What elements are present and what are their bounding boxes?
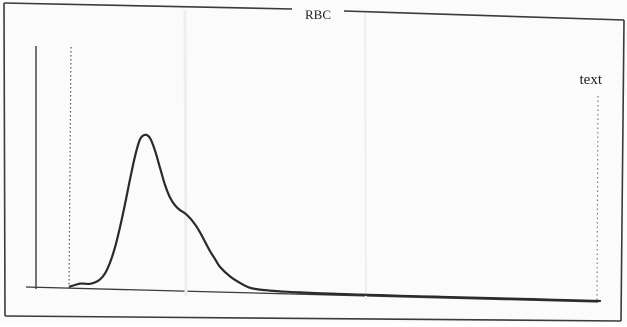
scan-artifact xyxy=(183,9,188,297)
frame-top-left xyxy=(3,2,293,10)
series-curve xyxy=(68,133,602,303)
right-threshold-line xyxy=(596,95,599,301)
chart-title: RBC xyxy=(305,7,331,22)
frame-bottom xyxy=(4,315,622,322)
scan-artifact xyxy=(364,12,367,301)
frame-left xyxy=(3,2,6,317)
chart-annotation: text xyxy=(580,72,603,88)
frame-top-right xyxy=(343,10,625,21)
frame-right xyxy=(620,19,625,322)
left-threshold-line xyxy=(68,46,72,291)
